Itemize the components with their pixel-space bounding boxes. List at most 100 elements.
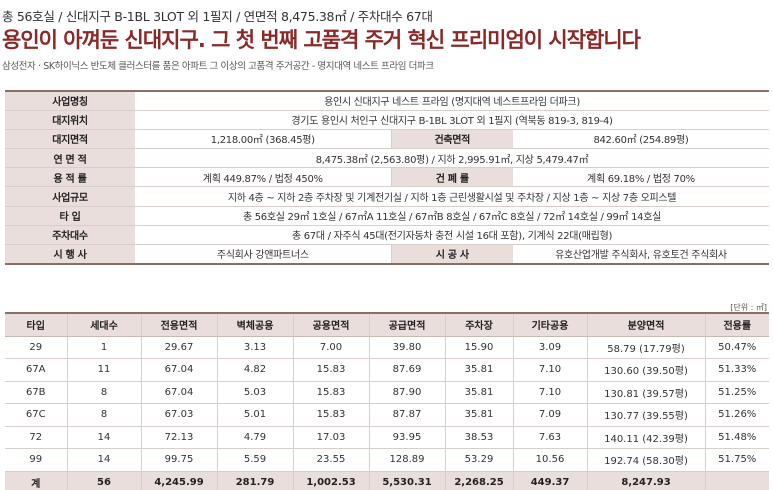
column-header: 세대수 <box>66 312 141 337</box>
column-header: 공급면적 <box>368 312 445 337</box>
column-header: 분양면적 <box>586 312 705 337</box>
table-cell: 11 <box>66 358 141 382</box>
table-cell: 29 <box>5 336 67 359</box>
overview-value: 계획 69.18% / 법정 70% <box>512 167 769 188</box>
table-cell: 140.11 (42.39평) <box>586 426 705 449</box>
table-cell: 7.09 <box>512 403 587 427</box>
total-cell: 계 <box>5 471 67 490</box>
overview-row: 사업명칭 용인시 신대지구 네스트 프라임 (명지대역 네스트프라임 더파크) <box>5 89 769 111</box>
column-header: 공용면적 <box>292 312 369 337</box>
overview-label: 대지면적 <box>5 129 136 150</box>
table-cell: 10.56 <box>512 448 587 472</box>
overview-label: 주차대수 <box>5 225 136 246</box>
table-cell: 5.03 <box>216 381 293 404</box>
table-cell: 50.47% <box>704 336 769 359</box>
overview-label: 사업규모 <box>5 186 136 207</box>
table-cell: 4.79 <box>216 426 293 449</box>
table-cell: 14 <box>66 426 141 449</box>
column-header: 주차장 <box>444 312 513 337</box>
overview-label: 타 입 <box>5 206 136 226</box>
table-cell: 7.10 <box>512 381 587 404</box>
table-row: 99 14 99.75 5.59 23.55 128.89 53.29 10.56 192.74… <box>5 448 769 472</box>
table-cell: 130.81 (39.57평) <box>586 381 705 404</box>
overview-value: 1,218.00㎡ (368.45평) <box>135 129 392 150</box>
summary-line: 총 56호실 / 신대지구 B-1BL 3LOT 외 1필지 / 연면적 8,4… <box>2 9 433 24</box>
total-cell <box>704 471 769 490</box>
total-cell: 2,268.25 <box>444 471 513 490</box>
table-cell: 51.26% <box>704 403 769 427</box>
overview-label: 연 면 적 <box>5 148 136 169</box>
table-cell: 7.00 <box>292 336 369 359</box>
table-cell: 72.13 <box>140 426 217 449</box>
total-row: 계 56 4,245.99 281.79 1,002.53 5,530.31 2,268.2… <box>5 471 769 490</box>
overview-value: 8,475.38㎡ (2,563.80평) / 지하 2,995.91㎡, 지상… <box>135 148 769 169</box>
table-cell: 5.59 <box>216 448 293 472</box>
table-cell: 67.04 <box>140 358 217 382</box>
overview-label: 시 행 사 <box>5 244 136 265</box>
overview-row: 시 행 사 주식회사 강앤파트너스 시 공 사 유호산업개발 주식회사, 유호토건 주… <box>5 244 769 265</box>
overview-row: 용 적 률 계획 449.87% / 법정 450% 건 폐 률 계획 69.18% … <box>5 167 769 188</box>
table-cell: 3.13 <box>216 336 293 359</box>
overview-value: 총 56호실 29㎡ 1호실 / 67㎡A 11호실 / 67㎡B 8호실 / … <box>135 206 769 226</box>
table-header-row: 타입 세대수 전용면적 벽체공용 공용면적 공급면적 주차장 기타공용 분양면적 전용률 <box>5 312 769 337</box>
table-cell: 8 <box>66 381 141 404</box>
total-cell: 449.37 <box>512 471 587 490</box>
page-title: 용인이 아껴둔 신대지구. 그 첫 번째 고품격 주거 혁신 프리미엄이 시작합… <box>2 28 641 52</box>
table-cell: 15.83 <box>292 381 369 404</box>
table-row: 29 1 29.67 3.13 7.00 39.80 15.90 3.09 58.79 (17.… <box>5 336 769 359</box>
total-cell: 5,530.31 <box>368 471 445 490</box>
table-cell: 35.81 <box>444 403 513 427</box>
unit-area-table: 타입 세대수 전용면적 벽체공용 공용면적 공급면적 주차장 기타공용 분양면적 전용률 29 1 2… <box>5 312 769 490</box>
table-cell: 23.55 <box>292 448 369 472</box>
column-header: 기타공용 <box>512 312 587 337</box>
column-header: 벽체공용 <box>216 312 293 337</box>
table-cell: 51.48% <box>704 426 769 449</box>
overview-label: 대지위치 <box>5 110 136 130</box>
overview-row: 주차대수 총 67대 / 자주식 45대(전기자동차 충전 시설 16대 포함),… <box>5 225 769 246</box>
table-cell: 192.74 (58.30평) <box>586 448 705 472</box>
table-cell: 51.25% <box>704 381 769 404</box>
overview-row: 연 면 적 8,475.38㎡ (2,563.80평) / 지하 2,995.91… <box>5 148 769 169</box>
table-cell: 58.79 (17.79평) <box>586 336 705 359</box>
overview-value: 842.60㎡ (254.89평) <box>512 129 769 150</box>
overview-value: 유호산업개발 주식회사, 유호토건 주식회사 <box>512 244 769 265</box>
overview-label: 용 적 률 <box>5 167 136 188</box>
overview-label: 건 폐 률 <box>390 167 513 188</box>
table-cell: 4.82 <box>216 358 293 382</box>
table-cell: 67.03 <box>140 403 217 427</box>
project-overview-table: 사업명칭 용인시 신대지구 네스트 프라임 (명지대역 네스트프라임 더파크) 대지… <box>5 89 769 265</box>
table-cell: 67A <box>5 358 67 382</box>
table-cell: 87.69 <box>368 358 445 382</box>
overview-row: 사업규모 지하 4층 ~ 지하 2층 주차장 및 기계전기실 / 지하 1층 근린… <box>5 186 769 207</box>
table-cell: 99.75 <box>140 448 217 472</box>
total-cell: 56 <box>66 471 141 490</box>
overview-label: 시 공 사 <box>390 244 513 265</box>
overview-value: 주식회사 강앤파트너스 <box>135 244 392 265</box>
table-row: 67B 8 67.04 5.03 15.83 87.90 35.81 7.10 130.81 (… <box>5 381 769 404</box>
table-cell: 35.81 <box>444 358 513 382</box>
overview-value: 지하 4층 ~ 지하 2층 주차장 및 기계전기실 / 지하 1층 근린생활시설… <box>135 186 769 207</box>
table-cell: 128.89 <box>368 448 445 472</box>
total-cell: 8,247.93 <box>586 471 705 490</box>
table-cell: 130.77 (39.55평) <box>586 403 705 427</box>
table-cell: 39.80 <box>368 336 445 359</box>
column-header: 전용면적 <box>140 312 217 337</box>
table-cell: 7.10 <box>512 358 587 382</box>
table-row: 67A 11 67.04 4.82 15.83 87.69 35.81 7.10 130.60 … <box>5 358 769 382</box>
unit-note: [단위 : ㎡] <box>730 303 767 312</box>
table-cell: 87.87 <box>368 403 445 427</box>
page-subtitle: 삼성전자 · SK하이닉스 반도체 클러스터를 품은 아파트 그 이상의 고품격… <box>2 61 434 72</box>
column-header: 전용률 <box>704 312 769 337</box>
overview-row: 대지면적 1,218.00㎡ (368.45평) 건축면적 842.60㎡ (254.… <box>5 129 769 150</box>
table-cell: 17.03 <box>292 426 369 449</box>
table-cell: 53.29 <box>444 448 513 472</box>
table-cell: 8 <box>66 403 141 427</box>
overview-label: 건축면적 <box>390 129 513 150</box>
table-cell: 93.95 <box>368 426 445 449</box>
total-cell: 4,245.99 <box>140 471 217 490</box>
table-row: 72 14 72.13 4.79 17.03 93.95 38.53 7.63 140.11 (… <box>5 426 769 449</box>
overview-row: 대지위치 경기도 용인시 처인구 신대지구 B-1BL 3LOT 외 1필지 (역… <box>5 110 769 130</box>
table-cell: 14 <box>66 448 141 472</box>
table-cell: 38.53 <box>444 426 513 449</box>
